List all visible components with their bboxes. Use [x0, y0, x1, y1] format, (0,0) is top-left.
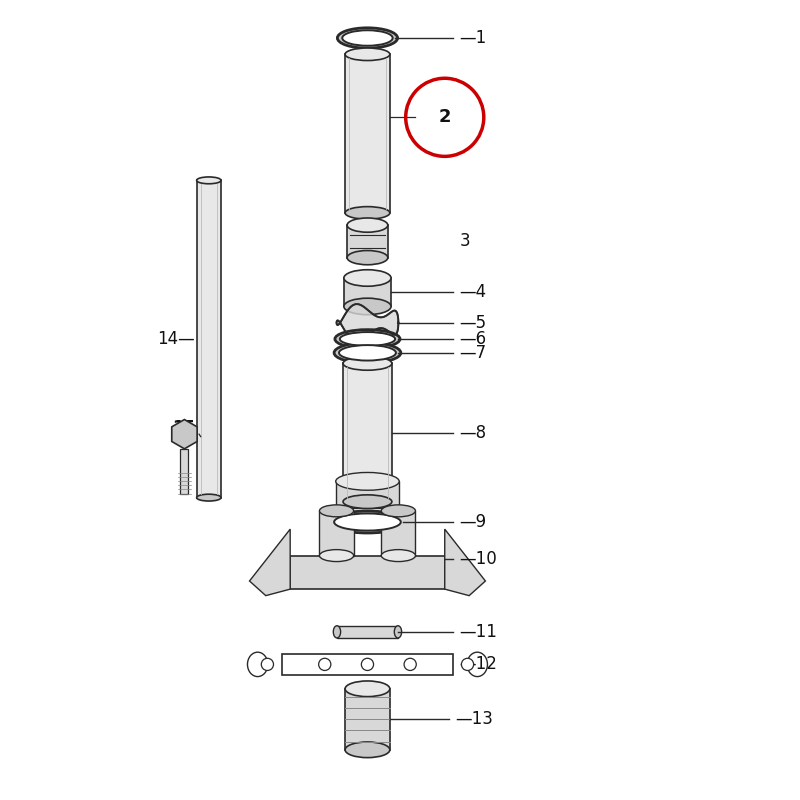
Ellipse shape: [336, 473, 399, 490]
Text: —12: —12: [459, 655, 498, 674]
Bar: [347, 225, 388, 258]
Ellipse shape: [394, 626, 402, 638]
Ellipse shape: [247, 652, 268, 677]
Polygon shape: [250, 529, 290, 596]
Ellipse shape: [462, 658, 474, 670]
Ellipse shape: [319, 550, 354, 562]
Ellipse shape: [330, 511, 406, 533]
Ellipse shape: [344, 270, 391, 286]
Bar: [336, 482, 399, 508]
Bar: [180, 449, 189, 494]
Ellipse shape: [382, 505, 415, 517]
Text: —4: —4: [459, 283, 486, 302]
Bar: [197, 180, 221, 498]
Text: —1: —1: [459, 29, 486, 47]
Text: 14—: 14—: [158, 330, 195, 348]
Bar: [382, 511, 415, 555]
Polygon shape: [337, 304, 398, 342]
Ellipse shape: [262, 658, 274, 670]
Text: 2: 2: [438, 108, 451, 126]
Text: —9: —9: [459, 513, 486, 531]
Bar: [344, 278, 391, 306]
Ellipse shape: [334, 514, 401, 530]
Text: 3: 3: [459, 232, 470, 250]
Ellipse shape: [382, 550, 415, 562]
Ellipse shape: [334, 342, 401, 363]
Text: —8: —8: [459, 423, 486, 442]
Bar: [337, 626, 398, 638]
Text: —7: —7: [459, 344, 486, 362]
Ellipse shape: [197, 494, 221, 501]
Ellipse shape: [340, 332, 395, 346]
Bar: [290, 555, 445, 589]
Ellipse shape: [345, 206, 390, 219]
Ellipse shape: [319, 505, 354, 517]
Polygon shape: [172, 419, 197, 449]
Ellipse shape: [345, 742, 390, 758]
Ellipse shape: [362, 658, 374, 670]
Text: —10: —10: [459, 550, 497, 568]
Ellipse shape: [343, 357, 392, 370]
Ellipse shape: [343, 495, 392, 509]
Ellipse shape: [467, 652, 487, 677]
Ellipse shape: [335, 330, 400, 348]
Ellipse shape: [347, 218, 388, 232]
Bar: [345, 54, 390, 213]
Ellipse shape: [404, 658, 416, 670]
Text: —5: —5: [459, 314, 486, 332]
Ellipse shape: [342, 30, 393, 46]
Text: —13: —13: [455, 710, 493, 728]
Ellipse shape: [347, 250, 388, 265]
Bar: [343, 363, 392, 502]
Text: —11: —11: [459, 623, 498, 641]
Ellipse shape: [345, 48, 390, 61]
Ellipse shape: [338, 28, 398, 48]
Bar: [345, 689, 390, 750]
Ellipse shape: [334, 626, 341, 638]
Bar: [282, 654, 453, 674]
Ellipse shape: [197, 177, 221, 184]
Text: 15: 15: [172, 419, 195, 438]
Polygon shape: [445, 529, 486, 596]
Ellipse shape: [344, 298, 391, 314]
Ellipse shape: [339, 345, 396, 361]
Bar: [319, 511, 354, 555]
Ellipse shape: [318, 658, 331, 670]
Ellipse shape: [345, 681, 390, 697]
Text: —6: —6: [459, 330, 486, 348]
